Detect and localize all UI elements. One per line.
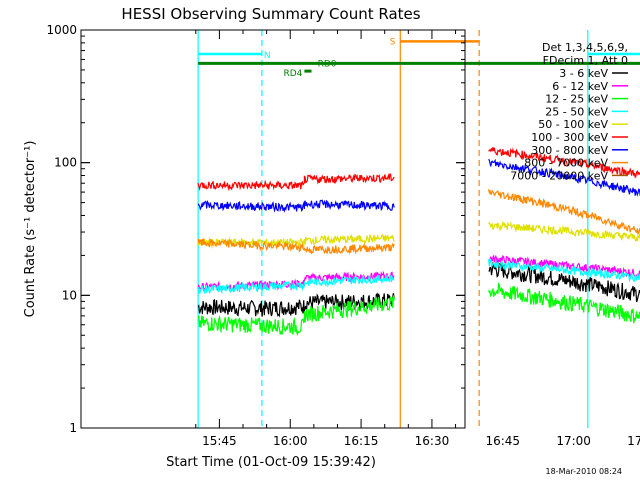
series-line-6	[197, 158, 640, 213]
series-layer	[197, 147, 640, 337]
x-tick-label: 16:15	[344, 434, 379, 448]
legend-label-3: 25 - 50 keV	[545, 105, 608, 118]
flag-label-n: N	[264, 51, 271, 61]
y-axis: 1 10 100 1000	[46, 23, 465, 435]
x-axis-label: Start Time (01-Oct-09 15:39:42)	[166, 455, 376, 470]
y-tick-label: 1	[69, 421, 77, 435]
series-line-2	[197, 282, 640, 337]
flag-label-rd0: RD0	[318, 59, 337, 69]
y-tick-label: 100	[54, 156, 77, 170]
flag-label-s: S	[390, 37, 396, 47]
series-line-3	[197, 258, 640, 294]
legend: Det 1,3,4,5,6,9, FDecim 1, Att 0 3 - 6 k…	[510, 41, 628, 182]
y-tick-label: 10	[62, 288, 77, 302]
x-tick-label: 16:45	[485, 434, 520, 448]
y-axis-label: Count Rate (s⁻¹ detector⁻¹)	[23, 141, 38, 318]
x-tick-label: 17:15	[627, 434, 640, 448]
legend-label-5: 100 - 300 keV	[531, 131, 608, 144]
x-tick-label: 16:00	[273, 434, 308, 448]
legend-label-2: 12 - 25 keV	[545, 93, 608, 106]
series-25-50kev	[197, 258, 640, 294]
y-tick-label: 1000	[46, 23, 77, 37]
footer-date: 18-Mar-2010 08:24	[546, 467, 623, 476]
legend-label-7: 800 - 7000 keV	[524, 157, 608, 170]
series-3-6kev	[197, 261, 640, 318]
series-12-25kev	[197, 282, 640, 337]
x-tick-label: 16:30	[415, 434, 450, 448]
legend-label-6: 300 - 800 keV	[531, 144, 608, 157]
legend-label-1: 6 - 12 keV	[552, 80, 608, 93]
series-800-7000kev	[197, 189, 640, 255]
flag-bars: N S RD4 RD0	[198, 37, 640, 79]
vertical-markers	[197, 30, 589, 428]
series-line-0	[197, 261, 640, 318]
legend-label-8: 7000 - 20000 keV	[510, 169, 608, 182]
series-100-300kev	[197, 147, 640, 192]
series-line-7	[197, 189, 640, 255]
legend-title-line-1: Det 1,3,4,5,6,9,	[542, 41, 628, 54]
series-line-5	[197, 147, 640, 192]
x-tick-label: 17:00	[556, 434, 591, 448]
chart-title: HESSI Observing Summary Count Rates	[121, 5, 420, 23]
series-300-800kev	[197, 158, 640, 213]
legend-label-4: 50 - 100 keV	[538, 118, 608, 131]
flag-label-rd4: RD4	[283, 69, 302, 79]
legend-title-line-2: FDecim 1, Att 0	[543, 54, 628, 67]
legend-label-0: 3 - 6 keV	[559, 67, 608, 80]
plot-frame	[80, 29, 466, 429]
x-tick-label: 15:45	[202, 434, 237, 448]
x-axis: 15:45 16:00 16:15 16:30 16:45 17:00 17:15	[195, 30, 640, 448]
